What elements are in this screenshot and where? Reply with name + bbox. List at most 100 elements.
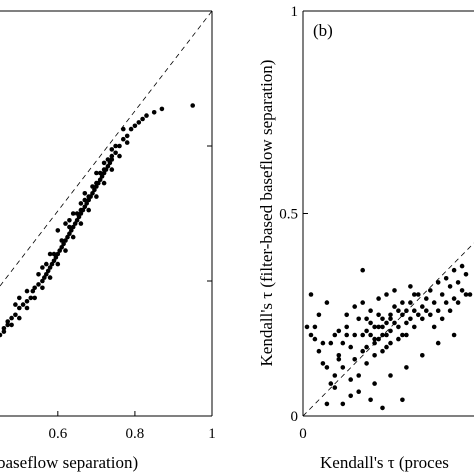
panel-a-point xyxy=(13,312,18,318)
panel-a-point xyxy=(82,191,88,196)
panel-b-point xyxy=(320,361,326,366)
panel-a-point xyxy=(32,295,37,301)
panel-b-point xyxy=(459,263,465,269)
panel-a-point xyxy=(5,319,10,324)
panel-b-point xyxy=(396,336,401,342)
panel-b-point xyxy=(344,324,350,330)
panel-a-x-axis-label: baseflow separation) xyxy=(0,453,138,472)
panel-b-point xyxy=(451,296,457,301)
panel-a-x-tick-label: 1 xyxy=(208,426,216,442)
panel-a-point xyxy=(67,224,72,230)
panel-a-point xyxy=(144,113,149,118)
panel-a-point xyxy=(101,170,107,176)
panel-b-point xyxy=(420,304,425,309)
panel-b-point xyxy=(364,316,369,322)
panel-b-y-ticks: 00.51 xyxy=(279,4,308,425)
panel-a-point xyxy=(59,238,64,243)
panel-b-point xyxy=(435,280,441,285)
panel-b-point xyxy=(384,344,389,350)
panel-a-point xyxy=(70,224,76,230)
panel-b-point xyxy=(376,324,381,330)
panel-b-point xyxy=(312,324,318,330)
panel-a-point xyxy=(40,278,45,284)
panel-a-point xyxy=(70,234,76,240)
panel-b-point xyxy=(431,324,437,330)
panel-b-point xyxy=(408,284,413,289)
panel-b-point xyxy=(348,344,354,350)
panel-b-point xyxy=(400,397,405,403)
panel-b-point xyxy=(447,284,453,289)
panel-b-label: (b) xyxy=(313,21,333,40)
panel-a-point xyxy=(32,285,37,291)
panel-b-point xyxy=(308,332,314,338)
panel-a-point xyxy=(113,150,118,156)
panel-a-point xyxy=(65,234,70,240)
panel-b-y-tick-label: 1 xyxy=(291,4,299,20)
panel-a-point xyxy=(82,197,88,203)
panel-a-point xyxy=(63,221,68,226)
panel-b-point xyxy=(372,381,377,386)
panel-a-point xyxy=(59,245,64,250)
panel-b-point xyxy=(340,365,346,370)
panel-b-point xyxy=(372,324,377,330)
panel-b-x-axis-label: Kendall's τ (proces xyxy=(320,453,449,472)
panel-a-point xyxy=(78,221,84,226)
panel-b-point xyxy=(467,292,473,297)
panel-a-point xyxy=(55,261,61,267)
panel-b-point xyxy=(424,308,429,314)
panel-b-point xyxy=(348,377,354,382)
panel-b-point xyxy=(439,316,445,322)
panel-a-point xyxy=(113,143,118,149)
panel-a-point xyxy=(20,302,26,307)
panel-a-point xyxy=(117,153,122,159)
panel-b-point xyxy=(443,276,449,281)
panel-a-point xyxy=(51,251,57,257)
panel-a-point xyxy=(97,170,103,176)
panel-b-point xyxy=(388,316,393,322)
panel-b-point xyxy=(408,300,413,305)
panel-b-point xyxy=(380,324,385,330)
panel-a-point xyxy=(24,299,30,304)
panel-b-point xyxy=(412,292,417,297)
panel-b-point xyxy=(364,328,369,334)
panel-b-point xyxy=(336,357,342,362)
panel-a-point xyxy=(24,288,30,294)
panel-a-point xyxy=(1,326,7,331)
panel-a-point xyxy=(36,272,41,277)
panel-a-point xyxy=(78,207,84,213)
panel-a-point xyxy=(47,275,53,280)
panel-b-point xyxy=(400,332,405,338)
panel-b-point xyxy=(447,308,453,314)
panel-a-point xyxy=(69,228,74,233)
panel-b-point xyxy=(400,312,405,318)
panel-b-point xyxy=(372,336,377,342)
panel-a-point xyxy=(78,201,84,206)
panel-a-point xyxy=(17,295,22,301)
panel-b-point xyxy=(368,397,373,403)
panel-a-point xyxy=(44,261,49,267)
panel-b-point xyxy=(380,332,385,338)
panel-a-point xyxy=(105,164,111,169)
panel-a-point xyxy=(78,211,84,216)
panel-a-point xyxy=(109,153,115,159)
panel-a-point xyxy=(121,126,126,132)
panel-b-point xyxy=(324,401,330,407)
panel-a-point xyxy=(49,261,55,267)
panel-b-point xyxy=(428,288,433,293)
panel-b-point xyxy=(388,373,393,378)
panel-a-point xyxy=(90,184,95,189)
panel-a-point xyxy=(0,332,3,338)
panel-b-point xyxy=(332,385,338,390)
panel-b-point xyxy=(435,308,441,314)
panel-b-point xyxy=(388,340,393,346)
panel-b-point xyxy=(356,373,362,378)
panel-a-point xyxy=(84,201,89,206)
panel-b-point xyxy=(463,272,469,277)
panel-a-point xyxy=(117,143,122,149)
panel-b-point xyxy=(368,320,373,326)
panel-a-point xyxy=(13,302,18,307)
panel-a-point xyxy=(101,180,107,186)
panel-a-reference-line xyxy=(0,10,213,287)
panel-b-point xyxy=(360,348,366,354)
